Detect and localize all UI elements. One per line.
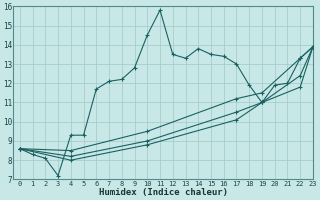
X-axis label: Humidex (Indice chaleur): Humidex (Indice chaleur): [99, 188, 228, 197]
